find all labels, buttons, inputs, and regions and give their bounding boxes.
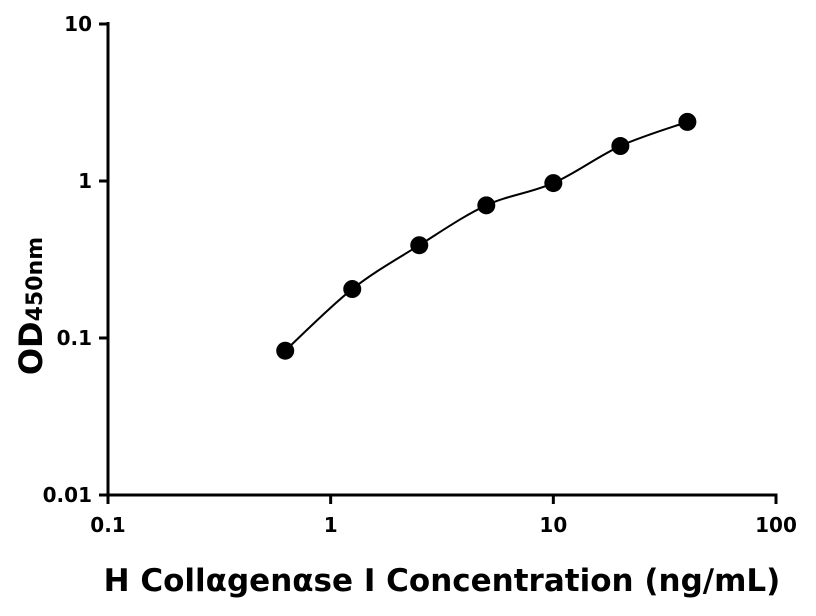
data-point bbox=[477, 196, 496, 215]
data-points bbox=[276, 112, 697, 360]
y-tick-label: 0.01 bbox=[43, 483, 92, 507]
y-tick-label: 0.1 bbox=[57, 326, 92, 350]
data-point bbox=[410, 236, 429, 255]
y-axis-label: OD450nm bbox=[12, 237, 50, 375]
x-tick-label: 10 bbox=[539, 513, 567, 537]
axes bbox=[106, 22, 778, 497]
data-point bbox=[544, 174, 563, 193]
y-tick-label: 10 bbox=[64, 12, 92, 36]
data-point bbox=[611, 137, 630, 156]
y-axis-label-group: OD450nm bbox=[12, 237, 50, 375]
x-tick-label: 0.1 bbox=[90, 513, 125, 537]
x-tick-label: 1 bbox=[324, 513, 338, 537]
y-axis-label-main: OD bbox=[12, 321, 50, 375]
data-point bbox=[678, 112, 697, 131]
y-axis-label-subscript: 450nm bbox=[23, 237, 48, 322]
x-axis-label: H Collαgenαse I Concentration (ng/mL) bbox=[104, 563, 781, 599]
y-tick-label: 1 bbox=[78, 169, 92, 193]
data-point bbox=[276, 341, 295, 360]
fit-curve bbox=[284, 120, 688, 352]
data-point bbox=[343, 280, 362, 299]
x-tick-label: 100 bbox=[755, 513, 797, 537]
ticks: 0.1 1 10 100 0.01 0.1 1 10 bbox=[43, 12, 797, 537]
